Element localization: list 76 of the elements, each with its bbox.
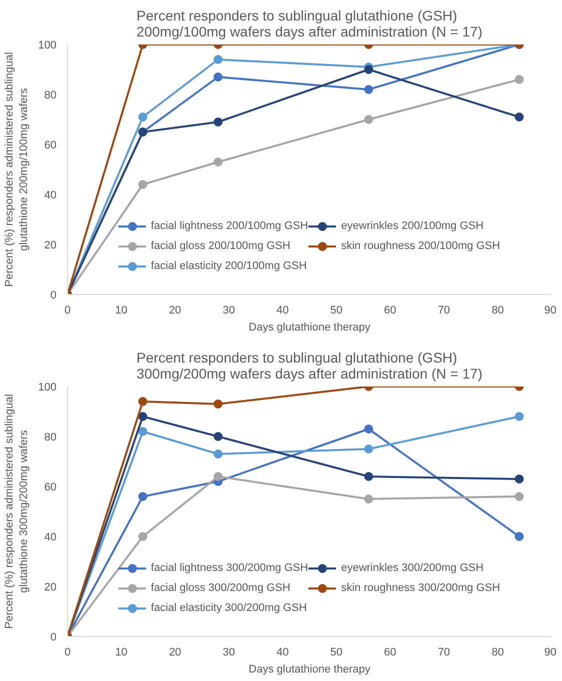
x-tick-label: 30 <box>222 304 235 316</box>
point <box>214 400 223 408</box>
chart-title: Percent responders to sublingual glutathione (GSH) 200mg/100mg wafers days after administration (N = 17) <box>136 8 482 40</box>
point <box>364 115 374 124</box>
y-tick-label: 20 <box>44 582 57 594</box>
point <box>214 450 223 458</box>
point <box>214 432 223 441</box>
point <box>214 72 223 82</box>
legend-label: facial gloss 300/200mg GSH <box>150 581 290 595</box>
x-axis-title: Days glutathione therapy <box>248 664 371 676</box>
legend-label: facial lightness 300/200mg GSH <box>150 561 308 575</box>
x-tick-label: 80 <box>492 304 504 316</box>
y-tick-label: 80 <box>44 432 57 444</box>
x-tick-label: 30 <box>222 646 235 658</box>
point <box>364 424 374 434</box>
x-tick-label: 40 <box>276 646 289 658</box>
x-tick-label: 60 <box>384 304 396 316</box>
legend-label: facial lightness 200/100mg GSH <box>150 219 308 233</box>
point <box>514 492 524 501</box>
x-tick-label: 10 <box>115 646 128 658</box>
legend-label: skin roughness 200/100mg GSH <box>341 239 500 253</box>
x-axis-title: Days glutathione therapy <box>248 322 371 334</box>
legend-label: skin roughness 300/200mg GSH <box>341 581 500 595</box>
point <box>214 118 223 126</box>
y-tick-label: 100 <box>38 40 57 52</box>
legend-label: facial elasticity 200/100mg GSH <box>150 259 307 273</box>
legend-label: eyewrinkles 200/100mg GSH <box>341 219 484 233</box>
y-tick-label: 60 <box>44 140 57 152</box>
x-tick-label: 0 <box>64 304 71 316</box>
point <box>214 158 223 166</box>
x-tick-label: 90 <box>544 304 557 316</box>
y-tick-label: 0 <box>50 632 57 644</box>
x-tick-label: 70 <box>438 646 450 658</box>
point <box>514 532 524 541</box>
x-tick-label: 50 <box>330 304 343 316</box>
point <box>214 55 223 64</box>
point <box>138 492 148 501</box>
point <box>138 180 148 189</box>
x-tick-label: 10 <box>115 304 128 316</box>
y-axis-title: Percent (%) responders administered sublingual glutathione 300mg/200mg wafers <box>4 394 30 629</box>
x-tick-label: 60 <box>384 646 396 658</box>
point <box>514 412 524 421</box>
point <box>514 474 524 484</box>
point <box>214 472 223 481</box>
point <box>514 112 524 122</box>
x-tick-label: 90 <box>544 646 557 658</box>
point <box>364 85 374 94</box>
y-tick-label: 40 <box>44 190 57 202</box>
x-tick-label: 20 <box>168 304 182 316</box>
point <box>364 472 374 481</box>
point <box>364 444 374 454</box>
point <box>514 75 524 84</box>
x-tick-label: 50 <box>330 646 343 658</box>
point <box>138 427 148 436</box>
legend-label: eyewrinkles 300/200mg GSH <box>341 561 484 575</box>
point <box>138 112 148 122</box>
y-tick-label: 40 <box>44 532 57 544</box>
x-tick-label: 80 <box>492 646 504 658</box>
y-tick-label: 80 <box>44 90 57 102</box>
legend-label: facial elasticity 300/200mg GSH <box>150 601 307 615</box>
point <box>364 65 374 74</box>
point <box>138 397 148 406</box>
y-tick-label: 20 <box>44 240 57 252</box>
point <box>138 412 148 421</box>
x-tick-label: 70 <box>438 304 450 316</box>
point <box>138 532 148 541</box>
x-tick-label: 0 <box>64 646 71 658</box>
x-tick-label: 20 <box>168 646 182 658</box>
legend-label: facial gloss 200/100mg GSH <box>150 239 290 253</box>
point <box>364 494 374 504</box>
x-tick-label: 40 <box>276 304 289 316</box>
y-tick-label: 100 <box>38 382 57 394</box>
y-axis-title: Percent (%) responders administered sublingual glutathione 200mg/100mg wafers <box>4 52 30 287</box>
y-tick-label: 0 <box>50 290 57 302</box>
y-tick-label: 60 <box>44 482 57 494</box>
chart-title: Percent responders to sublingual glutathione (GSH) 300mg/200mg wafers days after administration (N = 17) <box>136 350 482 382</box>
